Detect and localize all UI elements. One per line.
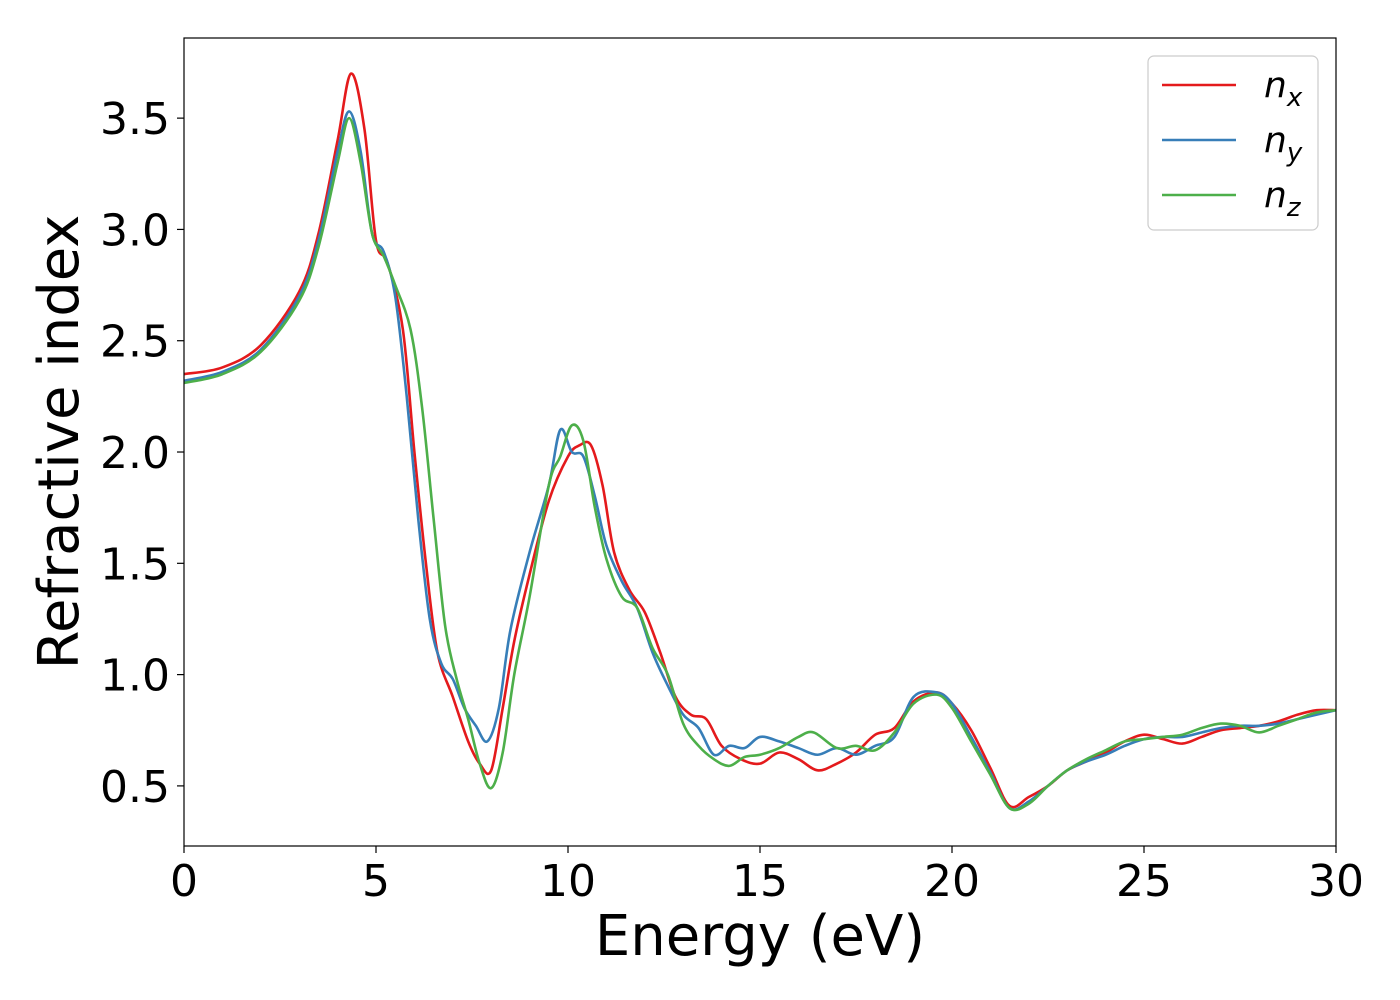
- legend-label-n-x: nx: [1264, 65, 1303, 113]
- x-tick-label: 20: [924, 856, 980, 907]
- x-tick-label: 10: [540, 856, 596, 907]
- y-tick-label: 1.5: [100, 539, 170, 590]
- legend-label-main: n: [1264, 175, 1287, 216]
- y-axis: 0.5 1.0 1.5 2.0 2.5 3.0 3.5: [100, 94, 184, 813]
- legend-label-main: n: [1264, 65, 1287, 106]
- series-layer: [184, 72, 1336, 812]
- x-axis: 0 5 10 15 20 25 30: [170, 846, 1364, 907]
- x-tick-label: 25: [1116, 856, 1172, 907]
- y-tick-label: 3.0: [100, 205, 170, 256]
- legend-label-subscript: z: [1286, 193, 1302, 223]
- x-tick-label: 5: [362, 856, 390, 907]
- x-tick-label: 30: [1308, 856, 1364, 907]
- legend-label-subscript: x: [1286, 83, 1303, 113]
- y-tick-label: 2.5: [100, 317, 170, 368]
- legend-label-main: n: [1264, 120, 1287, 161]
- series-line-n-z: [184, 116, 1336, 812]
- x-tick-label: 15: [732, 856, 788, 907]
- series-line-n-y: [184, 110, 1336, 811]
- legend-label-subscript: y: [1286, 138, 1303, 168]
- y-tick-label: 0.5: [100, 762, 170, 813]
- plot-area: [184, 38, 1336, 846]
- y-tick-label: 2.0: [100, 428, 170, 479]
- x-tick-label: 0: [170, 856, 198, 907]
- y-axis-title: Refractive index: [27, 215, 92, 670]
- y-tick-label: 3.5: [100, 94, 170, 145]
- legend-box: [1147, 55, 1319, 231]
- y-tick-label: 1.0: [100, 651, 170, 702]
- legend-label-n-z: nz: [1264, 175, 1302, 223]
- legend-label-n-y: ny: [1264, 120, 1303, 168]
- x-axis-title: Energy (eV): [595, 904, 925, 969]
